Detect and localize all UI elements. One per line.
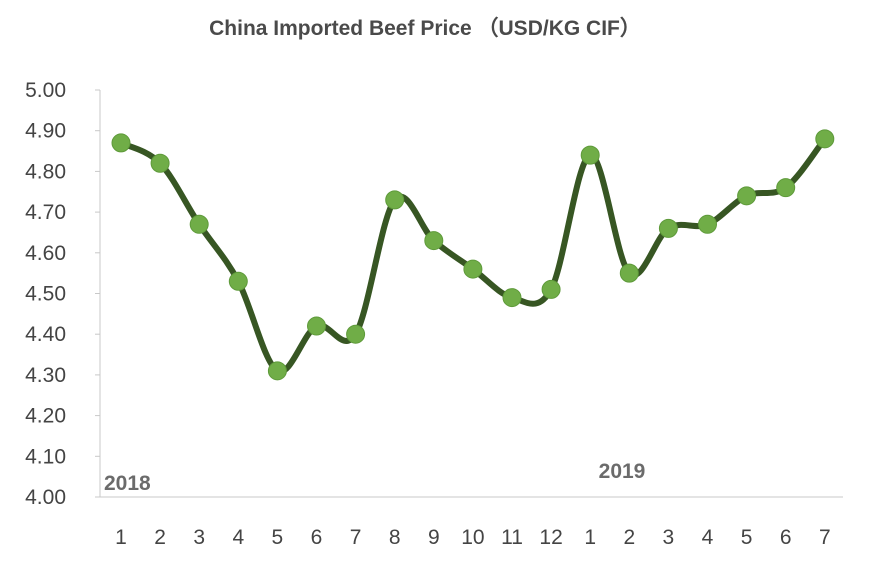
data-point	[815, 129, 835, 149]
x-tick-label: 1	[115, 526, 127, 549]
x-tick-label: 3	[193, 526, 205, 549]
data-point	[111, 133, 131, 153]
y-tick-label: 4.50	[25, 283, 66, 306]
data-point	[424, 231, 444, 251]
x-tick-label: 3	[663, 526, 675, 549]
x-tick-label: 8	[389, 526, 401, 549]
chart-title: China Imported Beef Price （USD/KG CIF）	[209, 16, 641, 40]
x-tick-label: 4	[702, 526, 714, 549]
y-tick-label: 4.20	[25, 405, 66, 428]
y-tick-label: 4.80	[25, 160, 66, 183]
x-tick-label: 12	[539, 526, 562, 549]
data-point	[346, 324, 366, 344]
x-tick-label: 4	[232, 526, 244, 549]
x-tick-label: 7	[819, 526, 831, 549]
y-tick-label: 4.00	[25, 486, 66, 509]
y-tick-label: 4.70	[25, 201, 66, 224]
data-point	[502, 288, 522, 308]
year-label: 2019	[599, 460, 646, 483]
data-point	[228, 271, 248, 291]
year-label: 2018	[104, 472, 151, 495]
y-tick-label: 4.90	[25, 120, 66, 143]
x-tick-label: 7	[350, 526, 362, 549]
data-point	[463, 259, 483, 279]
data-point	[658, 218, 678, 238]
data-point	[619, 263, 639, 283]
y-tick-label: 4.10	[25, 445, 66, 468]
data-point	[776, 178, 796, 198]
chart-axes	[99, 90, 843, 498]
data-point	[737, 186, 757, 206]
y-tick-label: 5.00	[25, 79, 66, 102]
data-point	[189, 214, 209, 234]
data-point	[580, 145, 600, 165]
data-point	[150, 153, 170, 173]
x-tick-label: 9	[428, 526, 440, 549]
x-tick-label: 2	[154, 526, 166, 549]
x-tick-label: 5	[741, 526, 753, 549]
data-point	[267, 361, 287, 381]
y-tick-label: 4.60	[25, 242, 66, 265]
data-point	[385, 190, 405, 210]
data-point	[307, 316, 326, 336]
x-tick-label: 2	[623, 526, 635, 549]
year-labels: 2018 2019	[104, 460, 645, 495]
series-group	[111, 129, 835, 381]
x-tick-label: 10	[461, 526, 484, 549]
x-tick-label: 6	[311, 526, 323, 549]
x-tick-label: 11	[501, 526, 523, 549]
data-point	[698, 214, 717, 234]
x-tick-label: 6	[780, 526, 792, 549]
x-tick-label: 1	[584, 526, 596, 549]
x-tick-label: 5	[272, 526, 284, 549]
data-point	[541, 279, 561, 299]
y-axis-ticks: 5.00 4.90 4.80 4.70 4.60 4.50 4.40 4.30 4.20 4.10…	[25, 79, 100, 509]
y-tick-label: 4.40	[25, 323, 66, 346]
x-axis-ticks: 1 2 3 4 5 6 7 8 9 10 11 12 1 2 3 4 5 6 7	[115, 526, 830, 549]
series-line	[118, 135, 828, 375]
y-tick-label: 4.30	[25, 364, 66, 387]
